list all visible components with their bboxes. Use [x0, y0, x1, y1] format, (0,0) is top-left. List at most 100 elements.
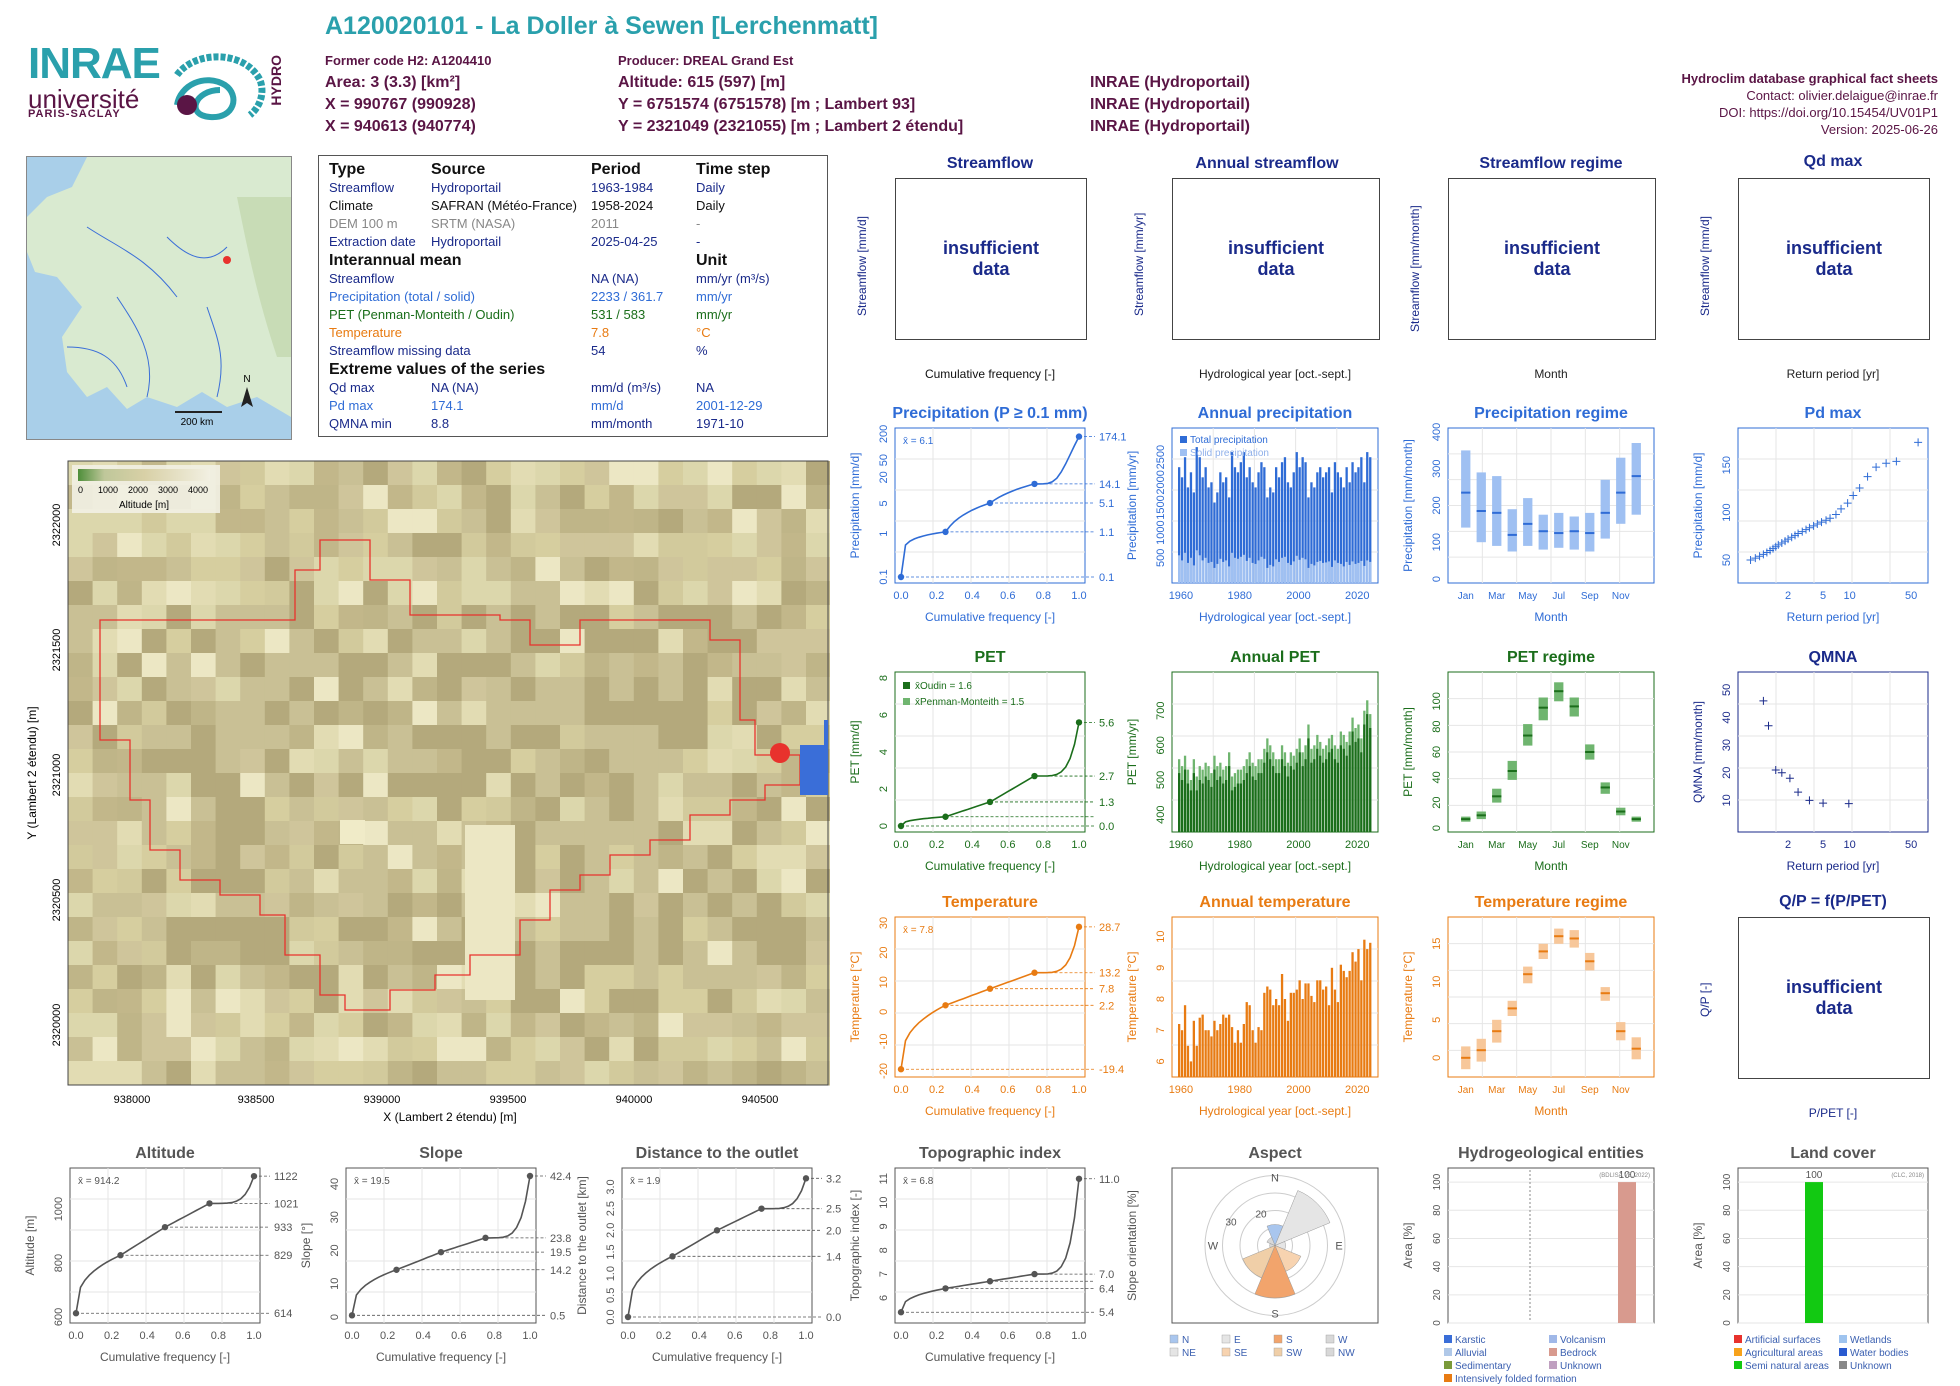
bar	[1336, 762, 1339, 832]
legend-title: Altitude [m]	[119, 500, 169, 511]
quantile-label: 1021	[274, 1198, 298, 1210]
y-tick-label: 60	[1722, 1232, 1733, 1244]
chart-precip_regime: Precipitation regime Month Precipitation […	[1401, 405, 1655, 624]
bar	[1272, 1005, 1275, 1077]
x-axis-label: Cumulative frequency [-]	[376, 1350, 506, 1364]
streamflow-panel: insufficient data	[895, 178, 1087, 340]
bar	[1228, 566, 1231, 583]
legend-entry: Solid precipitation	[1190, 448, 1269, 459]
x-axis-label: Hydrological year [oct.-sept.]	[1199, 859, 1351, 873]
bar	[1266, 497, 1269, 583]
x-tick-label: 0.6	[727, 1330, 742, 1342]
quantile-point	[1075, 1175, 1083, 1182]
quantile-point	[206, 1200, 213, 1207]
chart-slope_cdf: Slope Cumulative frequency [-] Slope [°] 42…	[299, 1145, 571, 1364]
bar	[1233, 1042, 1237, 1077]
bar	[1330, 492, 1334, 583]
bar	[1336, 1002, 1339, 1077]
step-cell: Daily	[696, 180, 725, 195]
legend-swatch	[903, 698, 910, 705]
bar	[1319, 560, 1322, 583]
page-title: A120020101 - La Doller à Sewen [Lerchenm…	[325, 12, 879, 40]
y-tick-label: 0.5	[605, 1288, 617, 1303]
bar	[1236, 783, 1240, 832]
legend-swatch	[1169, 1347, 1179, 1357]
bar	[1207, 1030, 1210, 1077]
box	[1507, 509, 1517, 552]
x-lambert2e: X = 940613 (940774)	[325, 118, 476, 135]
x-tick-label: Jan	[1458, 840, 1474, 851]
ext-unit: mm/month	[591, 416, 653, 431]
y-tick-label: 500	[1155, 549, 1167, 567]
chart-title: Slope	[419, 1145, 463, 1162]
bar	[1313, 487, 1316, 583]
source-3: INRAE (Hydroportail)	[1090, 118, 1250, 135]
quantile-label: 7.8	[1099, 984, 1114, 996]
chart-pd_max: Pd max Return period [yr] Precipitation [m…	[1691, 405, 1929, 624]
bar	[1248, 1005, 1251, 1077]
y-tick-label: -10	[878, 1033, 890, 1049]
y-tick-label: 200	[878, 425, 890, 443]
bar	[1207, 562, 1210, 583]
box	[1461, 450, 1471, 528]
quantile-label: 2.2	[1099, 1000, 1114, 1012]
bar	[1316, 472, 1319, 583]
producer: Producer: DREAL Grand Est	[618, 53, 794, 68]
bar	[1339, 563, 1342, 583]
x-tick-label: Nov	[1612, 1085, 1630, 1096]
bar	[1805, 1182, 1823, 1323]
bar	[1248, 766, 1251, 832]
bar	[1313, 1002, 1316, 1077]
y-tick-label: 30	[1721, 739, 1733, 751]
info-box: Type Source Period Time step Streamflow …	[318, 155, 828, 437]
x-axis-label: Month	[1534, 1104, 1567, 1118]
data-point	[1872, 463, 1881, 472]
quantile-point	[942, 813, 949, 820]
chart-title: Distance to the outlet	[636, 1145, 799, 1162]
bar	[1183, 1005, 1187, 1077]
rose-sector	[1274, 1190, 1331, 1246]
y-axis-label: QMNA [mm/month]	[1691, 701, 1705, 803]
bar	[1251, 562, 1254, 583]
quantile-point	[669, 1253, 676, 1260]
bar	[1283, 999, 1287, 1077]
chart-land_cover: Land cover Area [%] 0 20 40 60 80 100 100 (CLC, 2…	[1691, 1145, 1929, 1372]
bar	[1251, 1030, 1254, 1077]
bar	[1210, 1036, 1213, 1077]
insufficient-msg: insufficient data	[1227, 238, 1324, 279]
bar	[1269, 759, 1272, 832]
chart-topo_cdf: Topographic index Cumulative frequency [-…	[848, 1145, 1120, 1364]
ext-value: 8.8	[431, 416, 450, 431]
y-tick-label: 1	[878, 531, 890, 537]
y-tick-label: 7	[1155, 1027, 1167, 1033]
quantile-label: 3.2	[826, 1173, 841, 1185]
bar	[1254, 780, 1257, 832]
insufficient-msg: insufficient data	[1785, 977, 1882, 1018]
quantile-label: 2.7	[1099, 771, 1114, 783]
mean-value: 7.8	[591, 325, 610, 340]
legend-swatch	[1273, 1334, 1283, 1344]
box	[1600, 479, 1610, 539]
bar	[1351, 462, 1354, 583]
bar	[1260, 773, 1263, 832]
bar	[1339, 964, 1342, 1077]
y-axis-label: PET [mm/month]	[1401, 707, 1415, 797]
x-tick-label: 1.0	[1071, 590, 1086, 602]
x-tick-label: 2	[1785, 839, 1791, 851]
y-tick-label: 60	[1432, 1232, 1443, 1244]
data-point	[1849, 491, 1858, 500]
y-axis-label: PET [mm/d]	[848, 720, 862, 783]
bar	[1313, 565, 1316, 583]
bar	[1295, 555, 1298, 583]
box	[1569, 516, 1579, 550]
y-tick: 2320500	[51, 879, 63, 922]
bar-value-label: 100	[1619, 1170, 1636, 1181]
y-tick: 2321000	[51, 754, 63, 797]
bar	[1204, 467, 1207, 583]
compass-label: E	[1335, 1241, 1342, 1253]
quantile-point	[713, 1227, 721, 1234]
bar	[1201, 560, 1204, 583]
x-tick-label: 2020	[1345, 839, 1369, 851]
y-tick-label: 80	[1722, 1204, 1733, 1216]
